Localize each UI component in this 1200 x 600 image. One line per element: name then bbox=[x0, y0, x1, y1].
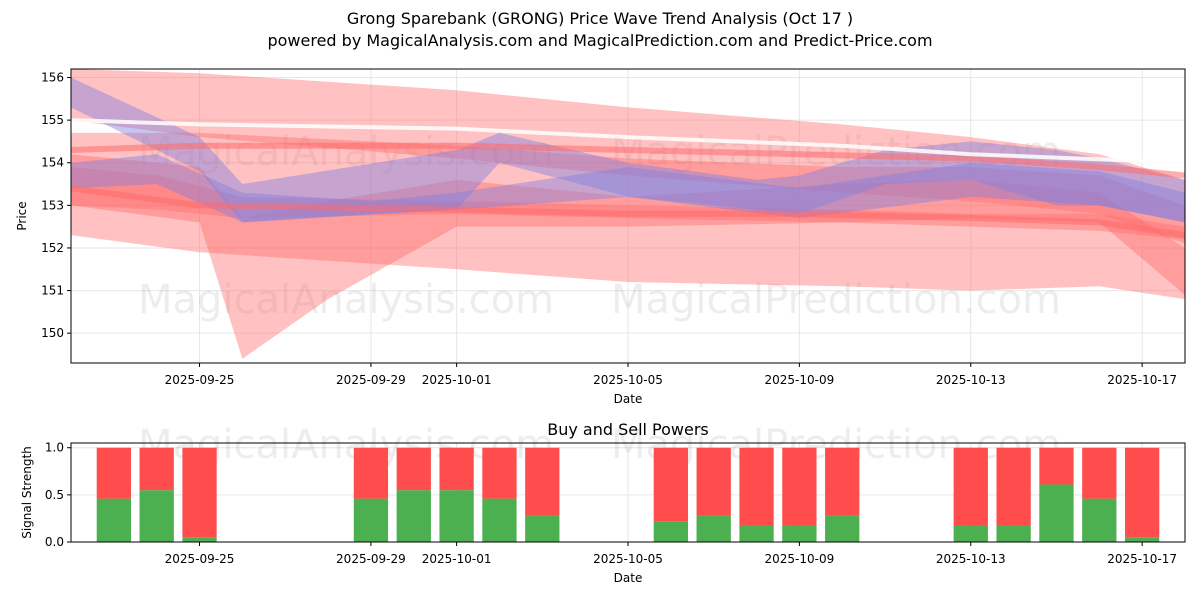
y-tick-label: 0.0 bbox=[45, 535, 64, 549]
x-tick-label: 2025-10-01 bbox=[422, 373, 492, 387]
buy-power-bar bbox=[525, 515, 560, 542]
sell-power-bar bbox=[482, 447, 517, 499]
buy-power-bar bbox=[96, 498, 131, 542]
y-tick-label: 0.5 bbox=[45, 488, 64, 502]
sell-power-bar bbox=[439, 447, 474, 491]
buy-power-bar bbox=[782, 525, 817, 542]
buy-power-bar bbox=[1125, 537, 1160, 542]
buy-power-bar bbox=[1039, 484, 1074, 542]
y-tick-label: 1.0 bbox=[45, 441, 64, 455]
x-tick-label: 2025-10-01 bbox=[422, 552, 492, 566]
x-tick-label: 2025-09-29 bbox=[336, 552, 406, 566]
wave-band bbox=[71, 77, 1185, 223]
x-tick-label: 2025-10-17 bbox=[1107, 552, 1177, 566]
watermark-text: MagicalAnalysis.com bbox=[138, 129, 554, 175]
sell-power-bar bbox=[825, 447, 860, 516]
sell-power-bar bbox=[1082, 447, 1117, 499]
wave-bands-group bbox=[71, 69, 1185, 359]
buy-power-bar bbox=[353, 498, 389, 542]
buy-sell-title: Buy and Sell Powers bbox=[547, 420, 709, 439]
x-tick-label: 2025-10-13 bbox=[936, 373, 1006, 387]
buy-power-bar bbox=[825, 515, 860, 542]
wave-line bbox=[71, 142, 1185, 179]
y-tick-label: 150 bbox=[41, 326, 64, 340]
sell-power-bar bbox=[739, 447, 774, 526]
sell-power-bar bbox=[182, 447, 217, 538]
x-axis-label: Date bbox=[614, 392, 643, 406]
sell-power-bar bbox=[396, 447, 431, 491]
wave-line bbox=[71, 118, 1185, 165]
sell-power-bar bbox=[782, 447, 817, 526]
x-tick-label: 2025-10-13 bbox=[936, 552, 1006, 566]
y-tick-label: 156 bbox=[41, 71, 64, 85]
buy-power-bar bbox=[139, 490, 174, 542]
buy-power-bar bbox=[996, 525, 1031, 542]
wave-band bbox=[71, 167, 1185, 240]
buy-power-bar bbox=[653, 521, 688, 542]
y-tick-label: 151 bbox=[41, 284, 64, 298]
chart-title: Grong Sparebank (GRONG) Price Wave Trend… bbox=[346, 9, 854, 28]
buy-power-bar bbox=[396, 490, 431, 542]
watermark-text: MagicalPrediction.com bbox=[611, 277, 1061, 323]
x-tick-label: 2025-10-05 bbox=[593, 373, 663, 387]
sell-power-bar bbox=[996, 447, 1031, 526]
sell-power-bar bbox=[96, 447, 131, 499]
sell-power-bar bbox=[525, 447, 560, 516]
sell-power-bar bbox=[1125, 447, 1160, 538]
buy-power-bar bbox=[696, 515, 731, 542]
wave-band bbox=[71, 69, 1185, 244]
buy-power-bar bbox=[439, 490, 474, 542]
x-tick-label: 2025-09-25 bbox=[165, 373, 235, 387]
sell-power-bar bbox=[696, 447, 731, 516]
x-axis-label: Date bbox=[614, 571, 643, 585]
buy-power-bar bbox=[182, 537, 217, 542]
y-tick-label: 153 bbox=[41, 198, 64, 212]
x-tick-label: 2025-09-25 bbox=[165, 552, 235, 566]
buy-power-bar bbox=[1082, 498, 1117, 542]
x-tick-label: 2025-10-09 bbox=[765, 552, 835, 566]
y-axis-label: Signal Strength bbox=[20, 446, 34, 539]
sell-power-bar bbox=[139, 447, 174, 491]
sell-power-bar bbox=[653, 447, 688, 522]
watermark-text: MagicalAnalysis.com bbox=[138, 277, 554, 323]
wave-line bbox=[71, 185, 1185, 239]
sell-power-bar bbox=[953, 447, 988, 526]
x-tick-label: 2025-10-17 bbox=[1107, 373, 1177, 387]
buy-power-bar bbox=[482, 498, 517, 542]
x-tick-label: 2025-09-29 bbox=[336, 373, 406, 387]
y-tick-label: 154 bbox=[41, 156, 64, 170]
chart-subtitle: powered by MagicalAnalysis.com and Magic… bbox=[267, 31, 933, 50]
sell-power-bar bbox=[353, 447, 389, 499]
buy-power-bar bbox=[739, 525, 774, 542]
y-axis-label: Price bbox=[15, 201, 29, 230]
x-tick-label: 2025-10-09 bbox=[765, 373, 835, 387]
buy-power-bar bbox=[953, 525, 988, 542]
y-tick-label: 155 bbox=[41, 113, 64, 127]
y-tick-label: 152 bbox=[41, 241, 64, 255]
sell-power-bar bbox=[1039, 447, 1074, 485]
x-tick-label: 2025-10-05 bbox=[593, 552, 663, 566]
